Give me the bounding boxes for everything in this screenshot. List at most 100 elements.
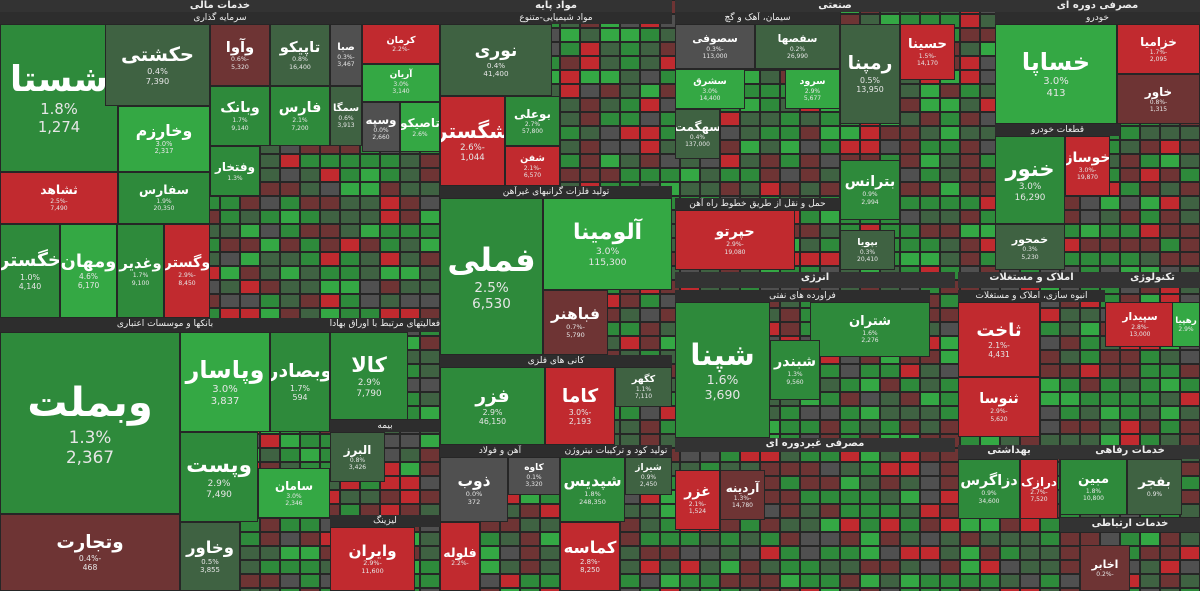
mosaic-cell — [820, 546, 840, 560]
mosaic-cell — [820, 504, 840, 518]
mosaic-cell — [360, 168, 380, 182]
mosaic-cell — [920, 490, 940, 504]
stock-tile: شگستر-2.6%1,044 — [440, 96, 505, 186]
mosaic-cell — [1160, 224, 1180, 238]
mosaic-cell — [1000, 532, 1020, 546]
tile-change: 1.8% — [40, 101, 78, 119]
mosaic-cell — [900, 182, 920, 196]
tile-change: 1.6% — [706, 371, 739, 387]
mosaic-cell — [860, 490, 880, 504]
mosaic-cell — [920, 224, 940, 238]
tile-change: -0.8% — [1149, 98, 1168, 106]
mosaic-cell — [260, 588, 280, 591]
tile-name: وخاور — [186, 538, 234, 558]
mosaic-cell — [780, 546, 800, 560]
stock-tile: فزر 2.9% 46,150 — [440, 367, 545, 445]
mosaic-cell — [900, 560, 920, 574]
stock-tile: وبانک 1.7% 9,140 — [210, 86, 270, 146]
mosaic-cell — [340, 490, 360, 504]
mosaic-cell — [220, 294, 240, 308]
mosaic-cell — [1140, 350, 1160, 364]
mosaic-cell — [1160, 532, 1180, 546]
tile-value: 11,600 — [361, 567, 384, 576]
mosaic-cell — [620, 532, 640, 546]
mosaic-cell — [900, 420, 920, 434]
tile-change: -3.0% — [568, 407, 592, 417]
mosaic-cell — [1100, 238, 1120, 252]
mosaic-cell — [420, 588, 440, 591]
mosaic-cell — [880, 490, 900, 504]
mosaic-cell — [1180, 168, 1200, 182]
tile-name: وبانک — [220, 100, 260, 117]
tile-value: 5,677 — [803, 94, 822, 102]
tile-name: شیراز — [635, 463, 662, 474]
mosaic-cell — [860, 518, 880, 532]
tile-change: -2.1% — [523, 164, 542, 172]
mosaic-cell — [800, 168, 820, 182]
mosaic-cell — [260, 448, 280, 462]
mosaic-cell — [920, 420, 940, 434]
mosaic-cell — [420, 280, 440, 294]
mosaic-cell — [1180, 462, 1200, 476]
mosaic-cell — [920, 574, 940, 588]
mosaic-cell — [1160, 420, 1180, 434]
stock-tile: بفجر 0.9% — [1127, 459, 1182, 515]
mosaic-cell — [380, 238, 400, 252]
mosaic-cell — [400, 434, 420, 448]
mosaic-cell — [760, 518, 780, 532]
mosaic-cell — [980, 518, 1000, 532]
tile-change: 0.4% — [689, 133, 706, 141]
mosaic-cell — [920, 126, 940, 140]
mosaic-cell — [1000, 560, 1020, 574]
mosaic-cell — [880, 406, 900, 420]
mosaic-cell — [1020, 518, 1040, 532]
tile-name: کگهر — [631, 374, 656, 386]
mosaic-cell — [480, 532, 500, 546]
mosaic-cell — [1180, 532, 1200, 546]
mosaic-cell — [860, 378, 880, 392]
mosaic-cell — [300, 588, 320, 591]
mosaic-cell — [960, 182, 980, 196]
mosaic-cell — [1160, 140, 1180, 154]
tile-name: کرمان — [386, 34, 416, 46]
tile-change: -0.3% — [706, 45, 724, 53]
mosaic-cell — [1120, 420, 1140, 434]
tile-change: 1.3% — [68, 426, 112, 447]
mosaic-cell — [940, 210, 960, 224]
mosaic-cell — [960, 56, 980, 70]
mosaic-cell — [780, 504, 800, 518]
tile-value: 372 — [467, 497, 481, 506]
tile-value: 8,450 — [178, 279, 196, 287]
mosaic-cell — [1140, 224, 1160, 238]
mosaic-cell — [620, 518, 640, 532]
mosaic-cell — [940, 490, 960, 504]
tile-value: 16,400 — [289, 63, 311, 71]
stock-tile: سشرق 3.0% 14,400 — [675, 69, 745, 109]
mosaic-cell — [280, 518, 300, 532]
mosaic-cell — [1100, 532, 1120, 546]
stock-tile: دزاگرس 0.9% 34,600 — [958, 459, 1020, 519]
mosaic-cell — [1140, 378, 1160, 392]
mosaic-cell — [540, 588, 560, 591]
mosaic-cell — [640, 560, 660, 574]
stock-tile: وخاور 0.5% 3,855 — [180, 522, 240, 591]
mosaic-cell — [520, 588, 540, 591]
tile-value: 2,317 — [154, 147, 174, 156]
mosaic-cell — [640, 420, 660, 434]
mosaic-cell — [1120, 210, 1140, 224]
mosaic-cell — [920, 560, 940, 574]
mosaic-cell — [360, 224, 380, 238]
mosaic-cell — [1140, 182, 1160, 196]
mosaic-cell — [540, 518, 560, 532]
mosaic-cell — [560, 56, 580, 70]
tile-name: کماسه — [563, 538, 617, 558]
mosaic-cell — [900, 378, 920, 392]
mosaic-cell — [580, 84, 600, 98]
tile-name: فارس — [278, 100, 322, 117]
mosaic-cell — [800, 238, 820, 252]
mosaic-cell — [1040, 406, 1060, 420]
mosaic-cell — [960, 252, 980, 266]
mosaic-cell — [680, 574, 700, 588]
mosaic-cell — [820, 392, 840, 406]
mosaic-cell — [700, 168, 720, 182]
